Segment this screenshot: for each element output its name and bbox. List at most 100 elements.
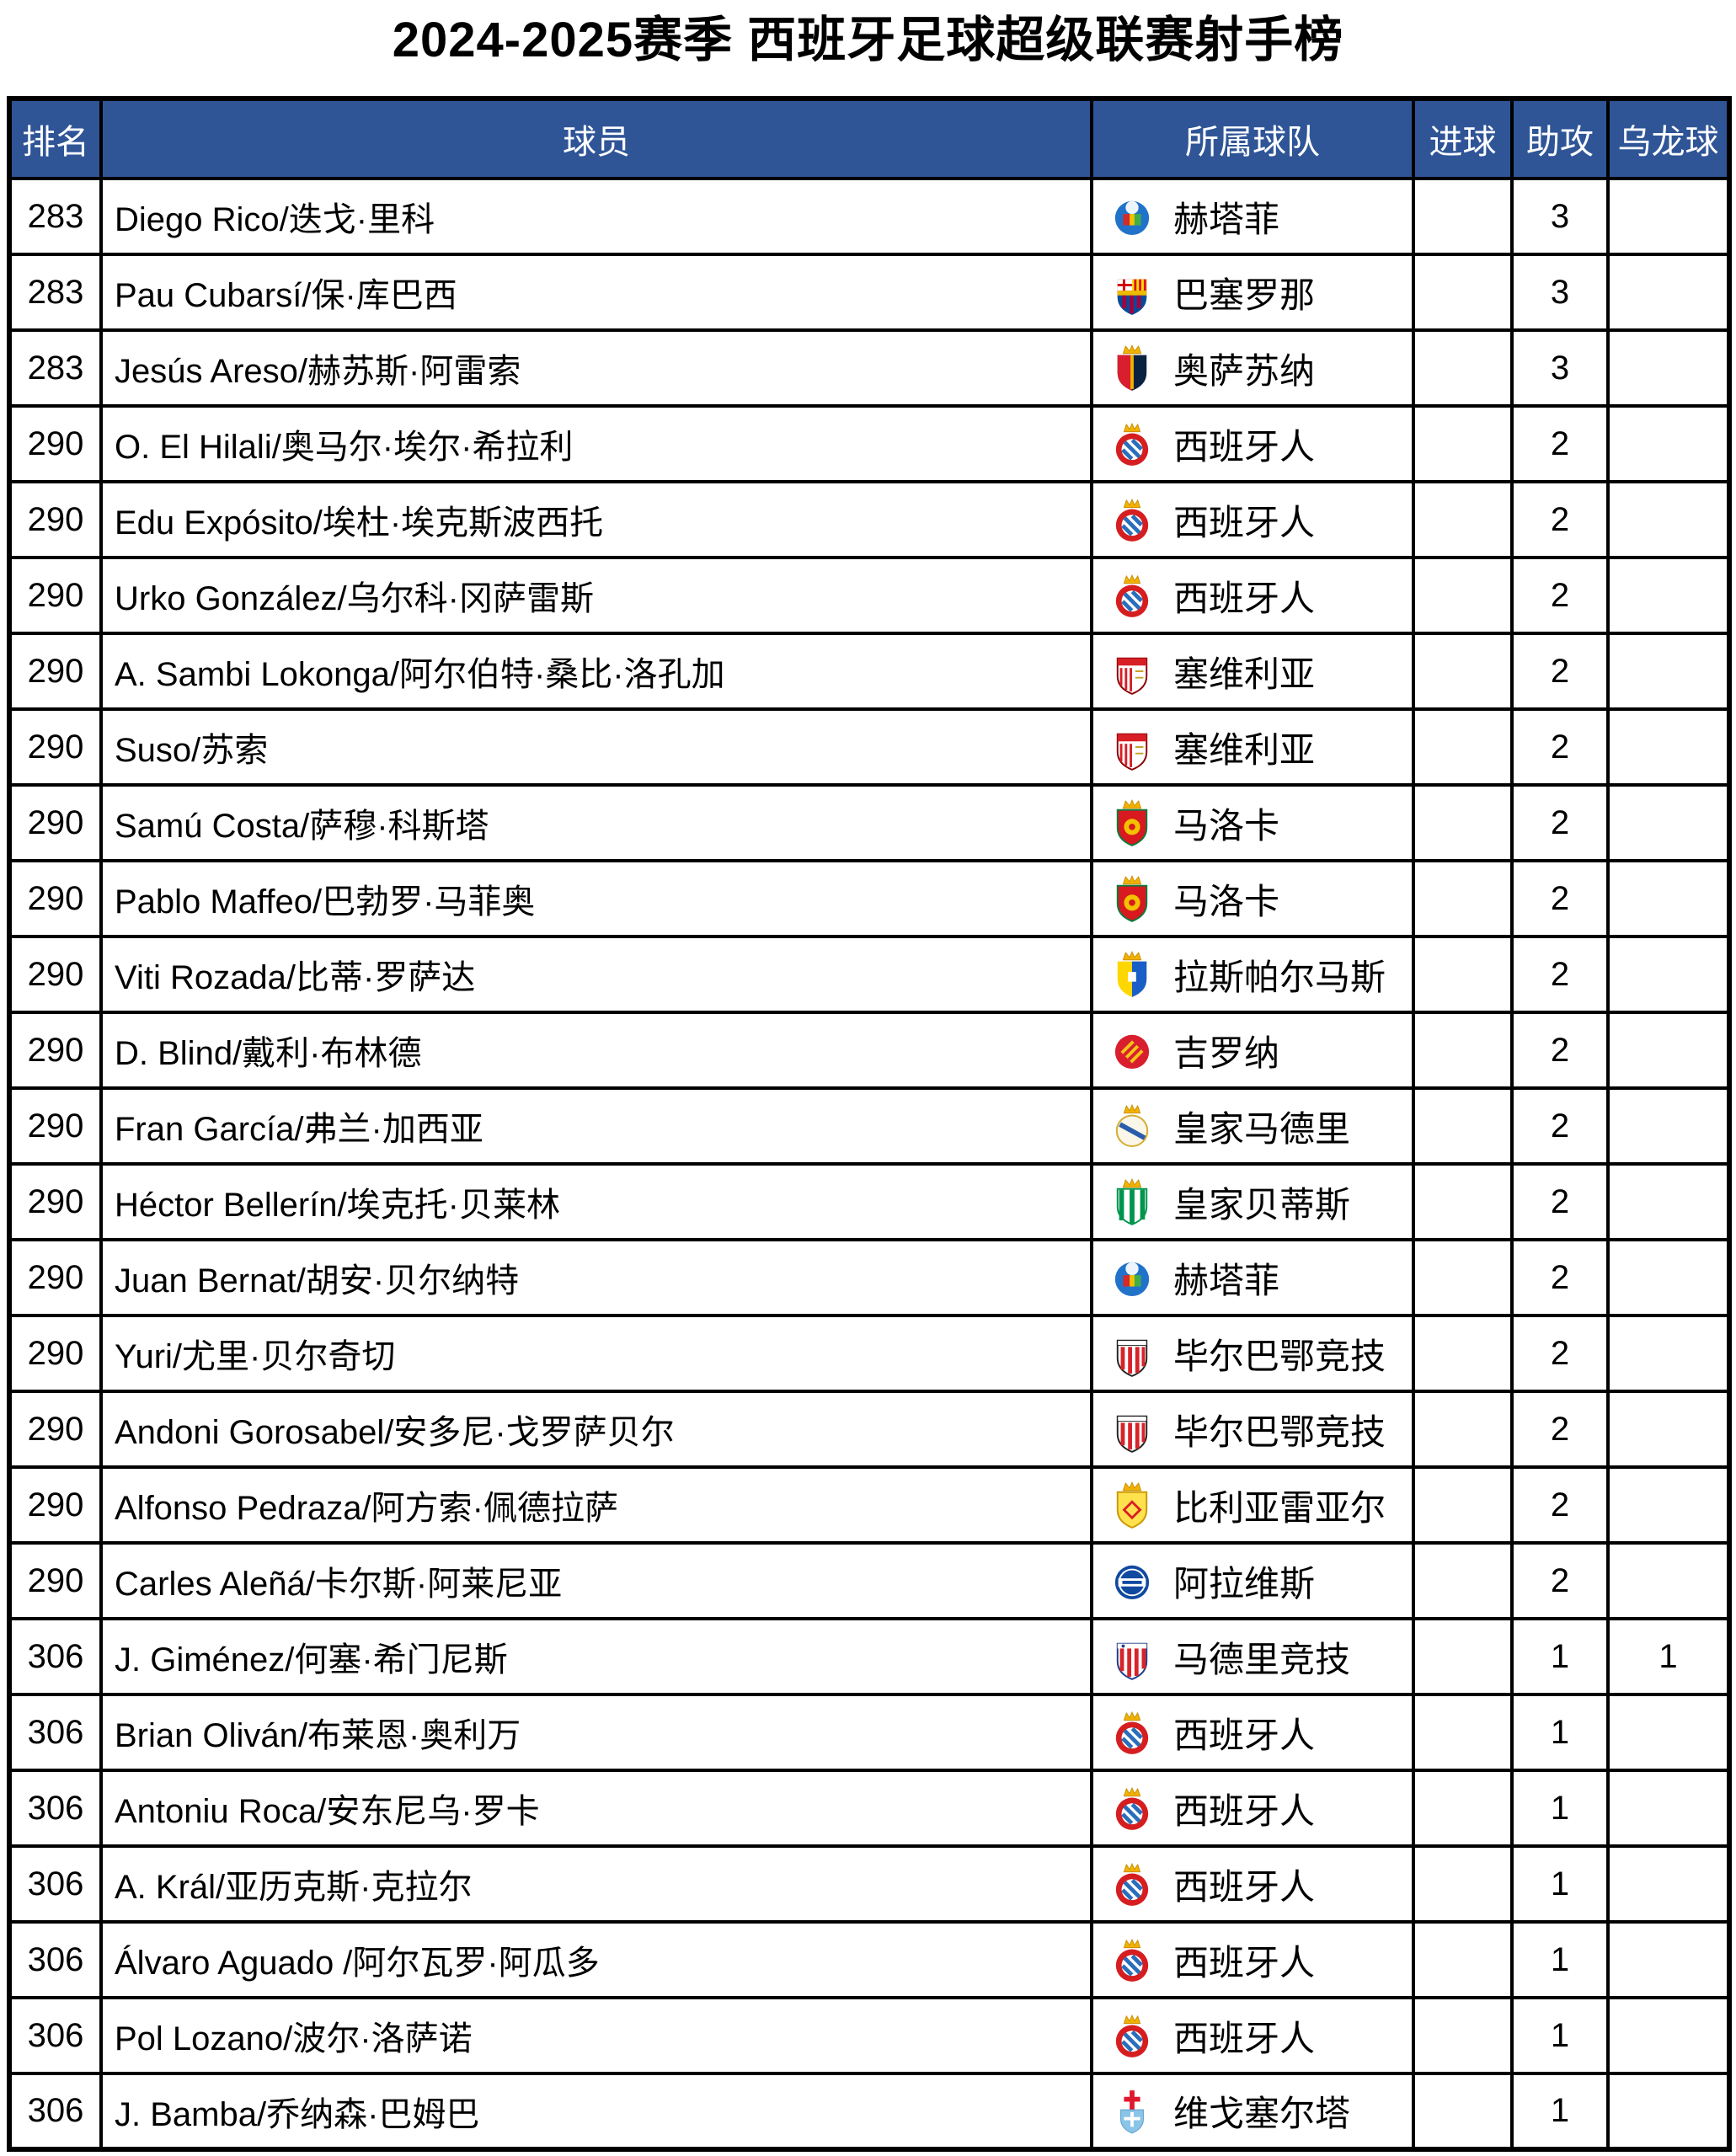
team-name: 马德里竞技 — [1173, 1639, 1351, 1679]
assists-cell: 2 — [1510, 1541, 1610, 1620]
assists-cell: 1 — [1510, 1996, 1610, 2075]
own-goals-cell — [1606, 1693, 1731, 1772]
assists-cell: 1 — [1510, 1844, 1610, 1924]
player-cell: Antoniu Roca/安东尼乌·罗卡 — [99, 1769, 1093, 1848]
sevilla-crest-icon — [1113, 723, 1151, 771]
team-name: 西班牙人 — [1173, 1942, 1316, 1983]
team-cell: 西班牙人 — [1090, 404, 1415, 483]
rank-cell: 290 — [8, 632, 103, 711]
goals-cell — [1412, 480, 1514, 559]
team-cell: 塞维利亚 — [1090, 632, 1415, 711]
rank-cell: 283 — [8, 328, 103, 408]
own-goals-cell — [1606, 556, 1731, 635]
own-goals-cell — [1606, 935, 1731, 1014]
goals-cell — [1412, 935, 1514, 1014]
assists-cell: 2 — [1510, 1238, 1610, 1317]
assists-cell: 2 — [1510, 1314, 1610, 1393]
team-wrap: 马洛卡 — [1095, 798, 1410, 849]
team-name: 阿拉维斯 — [1173, 1563, 1316, 1604]
team-name: 拉斯帕尔马斯 — [1173, 957, 1386, 997]
player-cell: A. Král/亚历克斯·克拉尔 — [99, 1844, 1093, 1924]
assists-cell: 2 — [1510, 859, 1610, 938]
player-cell: Alfonso Pedraza/阿方索·佩德拉萨 — [99, 1465, 1093, 1545]
table-row: 290 Carles Aleñá/卡尔斯·阿莱尼亚 阿拉维斯 2 — [8, 1541, 1731, 1620]
team-name: 马洛卡 — [1173, 805, 1280, 846]
player-cell: O. El Hilali/奥马尔·埃尔·希拉利 — [99, 404, 1093, 483]
table-row: 283 Pau Cubarsí/保·库巴西 巴塞罗那 3 — [8, 253, 1731, 332]
goals-cell — [1412, 253, 1514, 332]
team-name: 西班牙人 — [1173, 1715, 1316, 1755]
rank-cell: 306 — [8, 2072, 103, 2151]
table-row: 290 Urko González/乌尔科·冈萨雷斯 西班牙人 2 — [8, 556, 1731, 635]
team-wrap: 毕尔巴鄂竞技 — [1095, 1404, 1410, 1455]
own-goals-cell — [1606, 707, 1731, 787]
player-cell: D. Blind/戴利·布林德 — [99, 1011, 1093, 1090]
player-cell: Juan Bernat/胡安·贝尔纳特 — [99, 1238, 1093, 1317]
own-goals-cell — [1606, 1314, 1731, 1393]
header-row: 排名 球员 所属球队 进球 助攻 乌龙球 — [8, 97, 1731, 180]
goals-cell — [1412, 1844, 1514, 1924]
team-wrap: 阿拉维斯 — [1095, 1556, 1410, 1607]
team-cell: 塞维利亚 — [1090, 707, 1415, 787]
team-cell: 奥萨苏纳 — [1090, 328, 1415, 408]
athletic-crest-icon — [1113, 1329, 1151, 1378]
team-cell: 巴塞罗那 — [1090, 253, 1415, 332]
team-cell: 皇家马德里 — [1090, 1086, 1415, 1166]
player-cell: Jesús Areso/赫苏斯·阿雷索 — [99, 328, 1093, 408]
goals-cell — [1412, 328, 1514, 408]
goals-cell — [1412, 1541, 1514, 1620]
rank-cell: 290 — [8, 480, 103, 559]
own-goals-cell — [1606, 783, 1731, 862]
espanyol-crest-icon — [1113, 419, 1151, 468]
assists-cell: 2 — [1510, 1011, 1610, 1090]
table-row: 290 Viti Rozada/比蒂·罗萨达 拉斯帕尔马斯 2 — [8, 935, 1731, 1014]
assists-cell: 2 — [1510, 1162, 1610, 1241]
goals-cell — [1412, 2072, 1514, 2151]
team-wrap: 西班牙人 — [1095, 1935, 1410, 1986]
goals-cell — [1412, 1390, 1514, 1469]
team-wrap: 西班牙人 — [1095, 1783, 1410, 1834]
team-wrap: 比利亚雷亚尔 — [1095, 1480, 1410, 1531]
team-wrap: 西班牙人 — [1095, 494, 1410, 546]
team-cell: 毕尔巴鄂竞技 — [1090, 1390, 1415, 1469]
goals-cell — [1412, 556, 1514, 635]
own-goals-cell — [1606, 480, 1731, 559]
player-cell: Samú Costa/萨穆·科斯塔 — [99, 783, 1093, 862]
table-row: 306 J. Bamba/乔纳森·巴姆巴 维戈塞尔塔 1 — [8, 2072, 1731, 2151]
player-cell: Pau Cubarsí/保·库巴西 — [99, 253, 1093, 332]
own-goals-cell — [1606, 1162, 1731, 1241]
assists-cell: 1 — [1510, 2072, 1610, 2151]
own-goals-cell — [1606, 1086, 1731, 1166]
table-row: 290 Fran García/弗兰·加西亚 皇家马德里 2 — [8, 1086, 1731, 1166]
team-cell: 皇家贝蒂斯 — [1090, 1162, 1415, 1241]
rank-cell: 290 — [8, 1238, 103, 1317]
team-cell: 赫塔菲 — [1090, 177, 1415, 256]
rank-cell: 306 — [8, 1617, 103, 1696]
player-cell: J. Bamba/乔纳森·巴姆巴 — [99, 2072, 1093, 2151]
team-wrap: 马德里竞技 — [1095, 1631, 1410, 1683]
rank-cell: 290 — [8, 1011, 103, 1090]
team-wrap: 西班牙人 — [1095, 2010, 1410, 2062]
team-name: 皇家贝蒂斯 — [1173, 1184, 1351, 1225]
own-goals-cell — [1606, 253, 1731, 332]
header-rank: 排名 — [8, 97, 103, 180]
assists-cell: 2 — [1510, 480, 1610, 559]
own-goals-cell — [1606, 1769, 1731, 1848]
espanyol-crest-icon — [1113, 1708, 1151, 1757]
team-wrap: 塞维利亚 — [1095, 646, 1410, 697]
team-wrap: 赫塔菲 — [1095, 191, 1410, 243]
own-goals-cell — [1606, 1011, 1731, 1090]
player-cell: Fran García/弗兰·加西亚 — [99, 1086, 1093, 1166]
team-name: 奥萨苏纳 — [1173, 350, 1316, 391]
own-goals-cell — [1606, 404, 1731, 483]
team-name: 毕尔巴鄂竞技 — [1173, 1412, 1386, 1452]
team-cell: 吉罗纳 — [1090, 1011, 1415, 1090]
table-row: 290 Alfonso Pedraza/阿方索·佩德拉萨 比利亚雷亚尔 2 — [8, 1465, 1731, 1545]
team-cell: 西班牙人 — [1090, 1920, 1415, 1999]
own-goals-cell — [1606, 1541, 1731, 1620]
player-cell: Viti Rozada/比蒂·罗萨达 — [99, 935, 1093, 1014]
team-cell: 马洛卡 — [1090, 859, 1415, 938]
table-row: 306 Brian Oliván/布莱恩·奥利万 西班牙人 1 — [8, 1693, 1731, 1772]
team-cell: 赫塔菲 — [1090, 1238, 1415, 1317]
assists-cell: 1 — [1510, 1617, 1610, 1696]
